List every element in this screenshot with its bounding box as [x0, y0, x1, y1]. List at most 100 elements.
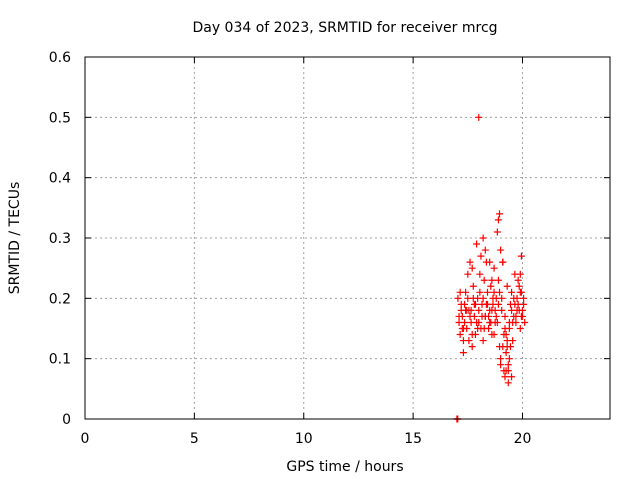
data-point: [508, 288, 516, 296]
data-point: [464, 270, 472, 278]
x-axis-label: GPS time / hours: [286, 459, 403, 475]
data-point: [459, 337, 467, 345]
data-point: [457, 300, 465, 308]
data-point: [479, 337, 487, 345]
y-tick-label: 0.5: [49, 110, 71, 126]
data-point: [480, 325, 488, 332]
data-point: [517, 312, 525, 320]
data-point: [516, 288, 524, 296]
y-tick-label: 0.2: [49, 291, 71, 307]
data-point: [458, 325, 466, 332]
x-tick-label: 0: [81, 431, 90, 447]
data-point: [468, 343, 476, 351]
data-point: [514, 276, 522, 284]
data-point: [492, 312, 500, 320]
x-tick-label: 5: [190, 431, 199, 447]
data-point: [503, 282, 511, 290]
data-point: [490, 288, 498, 296]
data-point: [501, 373, 509, 381]
y-tick-label: 0.4: [49, 171, 71, 187]
data-point: [473, 240, 481, 248]
data-point: [517, 252, 525, 260]
y-tick-label: 0.3: [49, 231, 71, 247]
data-point: [488, 276, 496, 284]
data-point: [503, 343, 511, 351]
y-tick-label: 0.6: [49, 50, 71, 66]
x-tick-label: 20: [514, 431, 532, 447]
data-point: [468, 331, 476, 339]
data-point: [487, 318, 495, 326]
axis-ticks: 0 5 10 15 20 0 0.1 0.2 0.3 0.4 0.5 0.6: [49, 50, 610, 447]
data-point: [461, 318, 469, 326]
chart-title: Day 034 of 2023, SRMTID for receiver mrc…: [192, 20, 497, 36]
data-point: [481, 246, 489, 254]
data-points: [453, 113, 529, 423]
data-point: [497, 355, 505, 363]
data-point: [474, 325, 482, 332]
data-point: [471, 300, 479, 308]
data-point: [501, 312, 509, 320]
data-point: [509, 318, 517, 326]
data-point: [499, 258, 507, 266]
data-point: [463, 306, 471, 314]
data-point: [496, 210, 504, 218]
y-tick-label: 0.1: [49, 352, 71, 368]
data-point: [490, 331, 498, 339]
data-point: [501, 325, 509, 332]
data-point: [469, 294, 477, 302]
data-point: [475, 306, 483, 314]
data-point: [516, 270, 524, 278]
data-point: [498, 294, 506, 302]
data-point: [494, 276, 502, 284]
data-point: [467, 318, 475, 326]
data-point: [455, 312, 463, 320]
data-point: [498, 306, 506, 314]
data-point: [466, 312, 474, 320]
data-point: [456, 331, 464, 339]
data-point: [476, 288, 484, 296]
data-point: [482, 300, 490, 308]
data-point: [494, 216, 502, 224]
data-point: [475, 113, 483, 121]
data-point: [513, 306, 521, 314]
data-point: [469, 282, 477, 290]
data-point: [504, 361, 512, 369]
data-point: [486, 258, 494, 266]
data-point: [505, 355, 513, 363]
data-point: [494, 300, 502, 308]
data-point: [504, 379, 512, 387]
data-point: [502, 349, 510, 357]
data-point: [511, 300, 519, 308]
data-point: [479, 234, 487, 242]
data-point: [480, 276, 488, 284]
data-point: [459, 349, 467, 357]
data-point: [515, 282, 523, 290]
x-tick-label: 15: [404, 431, 422, 447]
data-point: [454, 294, 462, 302]
data-point: [502, 367, 510, 375]
data-point: [516, 325, 524, 332]
grid-lines: [85, 57, 610, 419]
data-point: [476, 270, 484, 278]
y-axis-label: SRMTID / TECUs: [7, 182, 23, 295]
data-point: [503, 337, 511, 345]
data-point: [510, 294, 518, 302]
data-point: [484, 288, 491, 296]
data-point: [493, 228, 501, 236]
data-point: [497, 361, 505, 369]
x-tick-label: 10: [295, 431, 313, 447]
y-tick-label: 0: [62, 412, 71, 428]
data-point: [521, 318, 529, 326]
data-point: [497, 246, 505, 254]
data-point: [479, 294, 487, 302]
data-point: [456, 288, 464, 296]
data-point: [493, 318, 501, 326]
data-point: [487, 282, 495, 290]
data-point: [485, 312, 493, 320]
data-point: [490, 264, 498, 272]
data-point: [466, 258, 474, 266]
data-point: [477, 252, 485, 260]
data-point: [489, 294, 497, 302]
